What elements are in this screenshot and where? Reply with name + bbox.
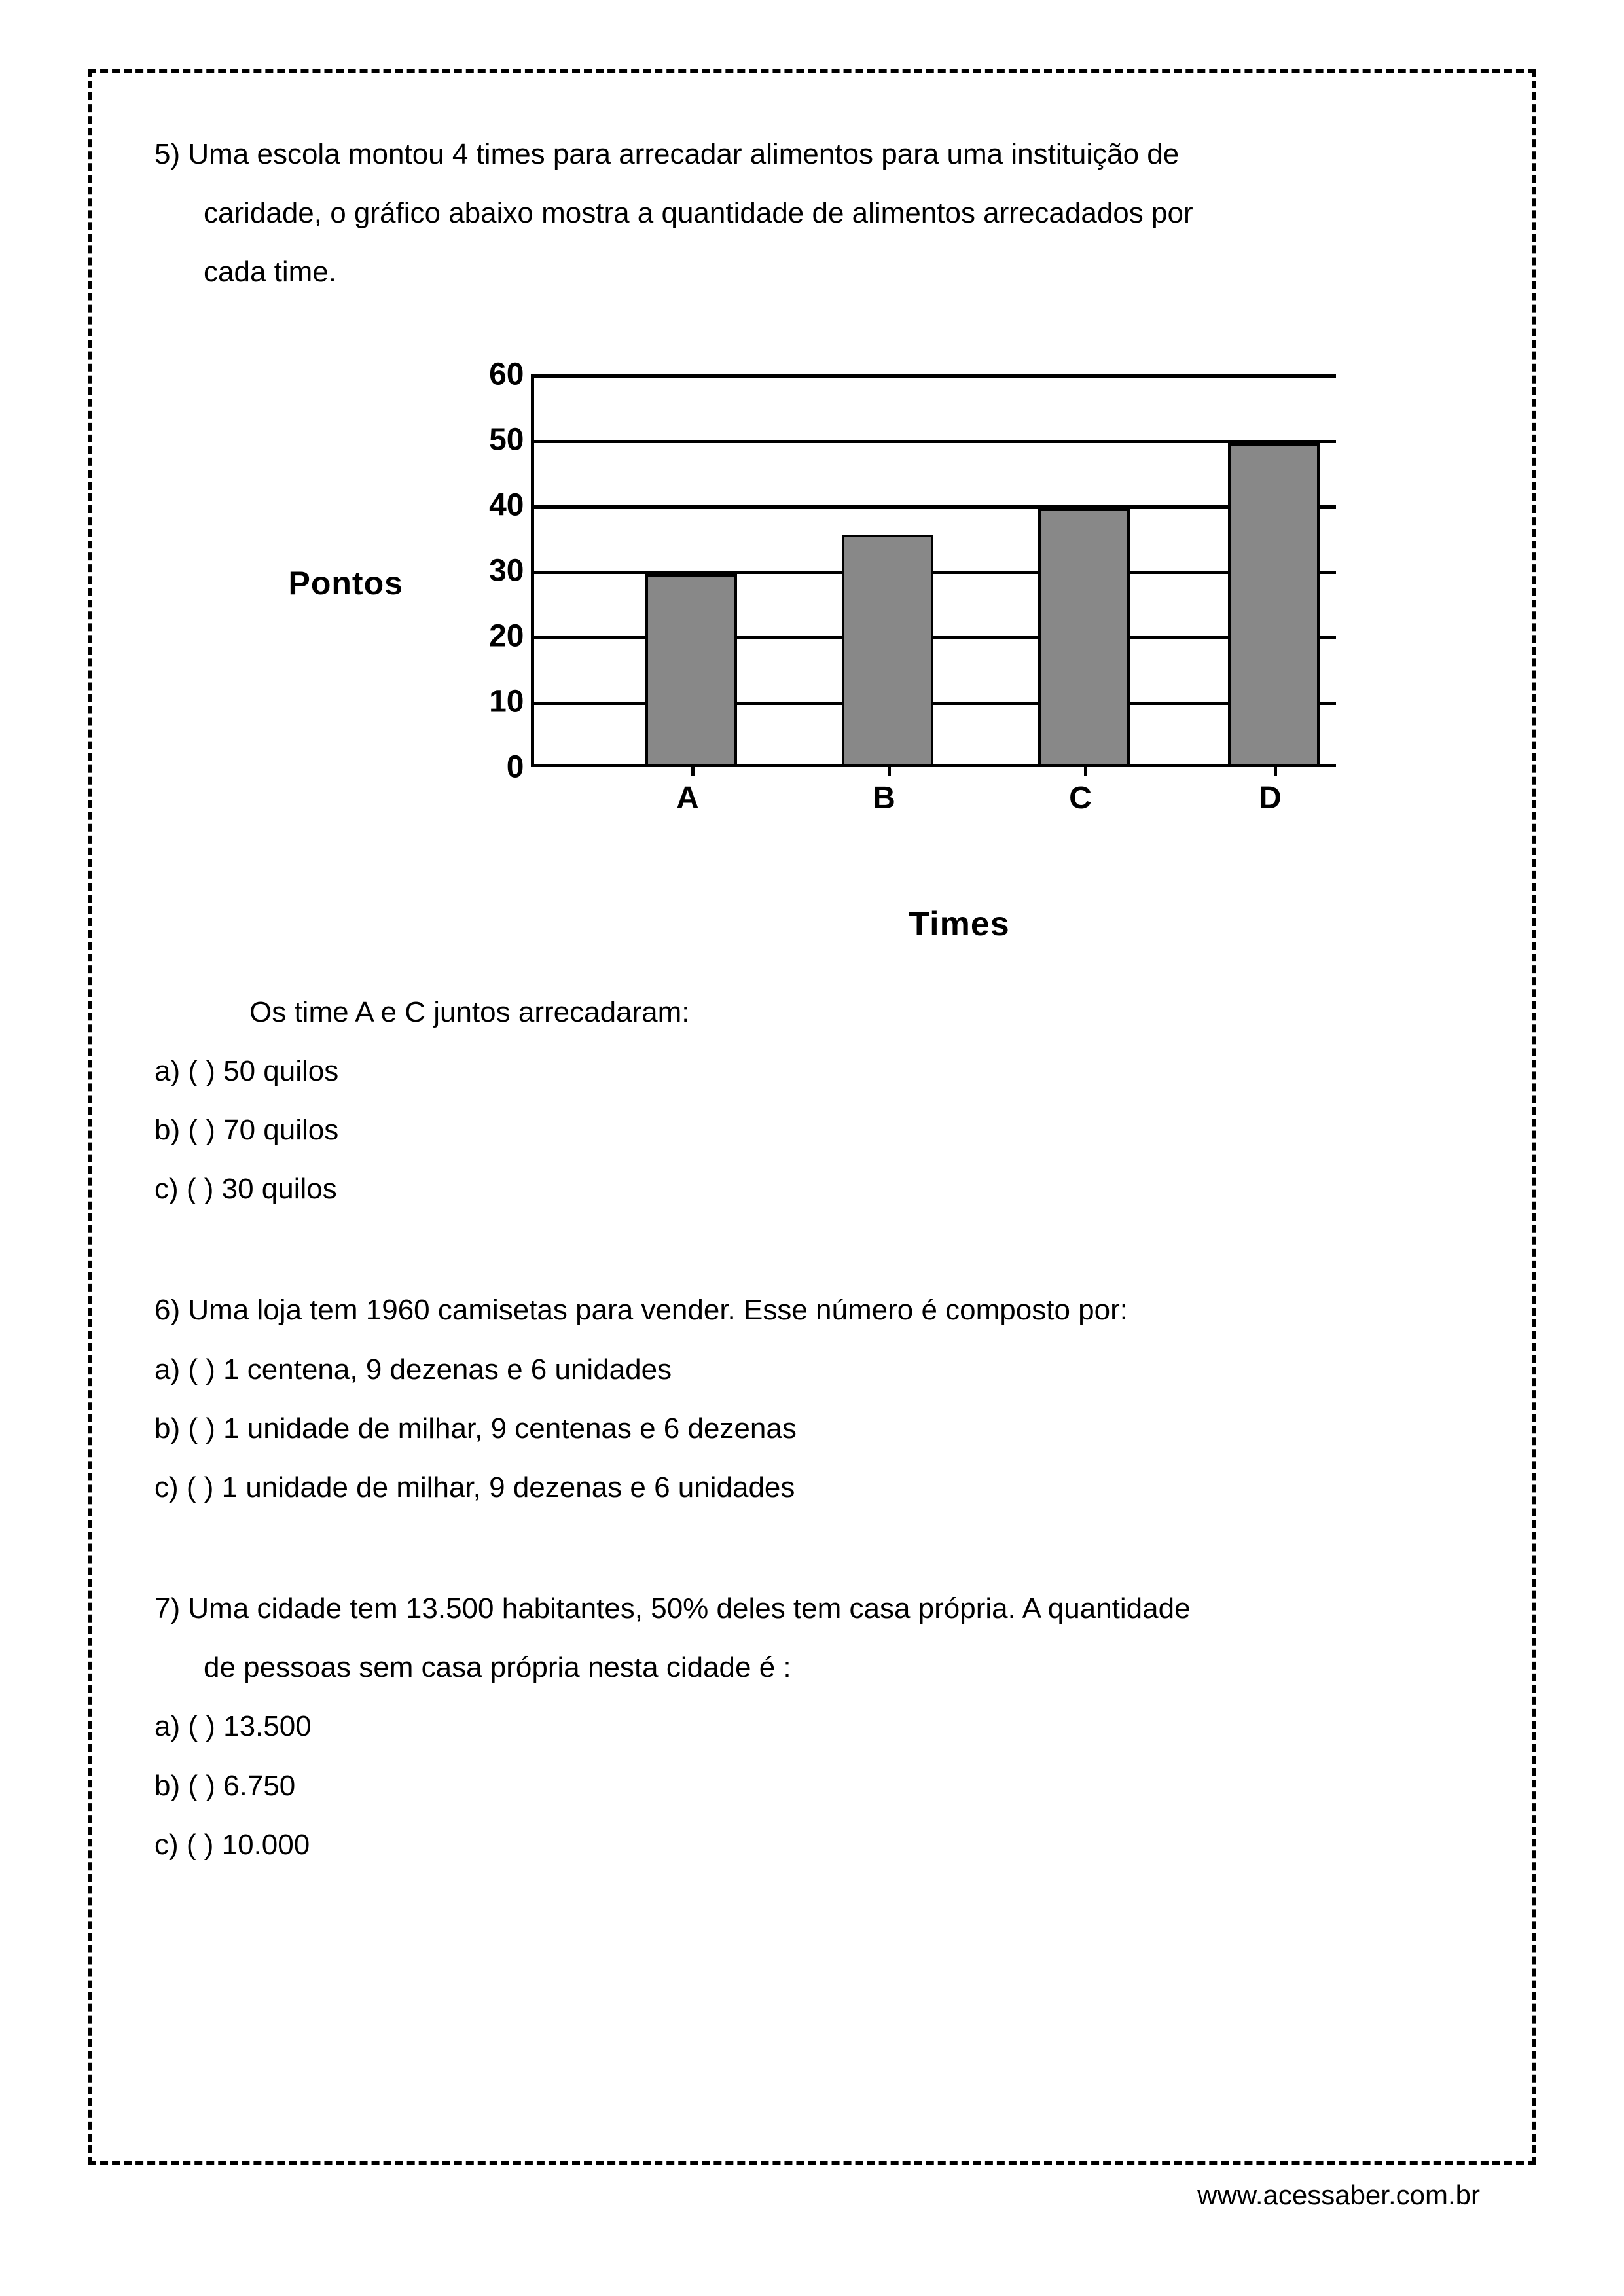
bar-chart: Pontos 0102030405060ABCD Times bbox=[289, 361, 1336, 944]
chart-y-tick-label: 10 bbox=[475, 683, 524, 719]
chart-x-tick-label: C bbox=[1069, 780, 1092, 816]
question-6-line1: 6) Uma loja tem 1960 camisetas para vend… bbox=[154, 1281, 1470, 1340]
question-7-line1: 7) Uma cidade tem 13.500 habitantes, 50%… bbox=[154, 1579, 1470, 1638]
chart-gridline bbox=[534, 440, 1336, 443]
question-7: 7) Uma cidade tem 13.500 habitantes, 50%… bbox=[154, 1579, 1470, 1874]
chart-gridline bbox=[534, 374, 1336, 378]
question-7-option-c[interactable]: c) ( ) 10.000 bbox=[154, 1816, 1470, 1874]
footer-url: www.acessaber.com.br bbox=[1197, 2179, 1480, 2211]
chart-x-tick bbox=[691, 764, 695, 776]
question-5-option-c[interactable]: c) ( ) 30 quilos bbox=[154, 1160, 1470, 1219]
question-6-options: a) ( ) 1 centena, 9 dezenas e 6 unidades… bbox=[154, 1340, 1470, 1518]
question-7-option-a[interactable]: a) ( ) 13.500 bbox=[154, 1697, 1470, 1756]
chart-x-tick-label: D bbox=[1259, 780, 1282, 816]
question-6-text: 6) Uma loja tem 1960 camisetas para vend… bbox=[154, 1281, 1470, 1340]
question-6-option-c[interactable]: c) ( ) 1 unidade de milhar, 9 dezenas e … bbox=[154, 1458, 1470, 1517]
chart-y-tick-label: 50 bbox=[475, 422, 524, 457]
question-5-option-b[interactable]: b) ( ) 70 quilos bbox=[154, 1101, 1470, 1160]
chart-bar bbox=[645, 574, 737, 764]
question-6: 6) Uma loja tem 1960 camisetas para vend… bbox=[154, 1281, 1470, 1517]
chart-x-tick bbox=[888, 764, 891, 776]
chart-y-axis-label: Pontos bbox=[289, 564, 403, 602]
page-border: 5) Uma escola montou 4 times para arreca… bbox=[88, 69, 1536, 2165]
question-7-option-b[interactable]: b) ( ) 6.750 bbox=[154, 1757, 1470, 1816]
chart-bar bbox=[1038, 509, 1130, 764]
question-5-option-a[interactable]: a) ( ) 50 quilos bbox=[154, 1042, 1470, 1101]
chart-y-tick-label: 40 bbox=[475, 487, 524, 523]
chart-y-tick-label: 60 bbox=[475, 356, 524, 392]
question-5-line3: cada time. bbox=[154, 243, 1470, 302]
question-5-subquestion: Os time A e C juntos arrecadaram: bbox=[154, 983, 1470, 1042]
chart-y-tick-label: 0 bbox=[475, 749, 524, 785]
chart-plot-area bbox=[531, 374, 1336, 767]
question-7-line2: de pessoas sem casa própria nesta cidade… bbox=[154, 1638, 1470, 1697]
question-6-option-b[interactable]: b) ( ) 1 unidade de milhar, 9 centenas e… bbox=[154, 1399, 1470, 1458]
chart-x-tick-label: B bbox=[873, 780, 895, 816]
chart-gridline bbox=[534, 505, 1336, 509]
question-7-text: 7) Uma cidade tem 13.500 habitantes, 50%… bbox=[154, 1579, 1470, 1697]
chart-area: 0102030405060ABCD bbox=[452, 361, 1336, 819]
chart-y-tick-label: 30 bbox=[475, 552, 524, 588]
question-5-line2: caridade, o gráfico abaixo mostra a quan… bbox=[154, 184, 1470, 243]
chart-x-axis-label: Times bbox=[583, 905, 1336, 944]
chart-x-tick bbox=[1274, 764, 1277, 776]
chart-x-tick bbox=[1084, 764, 1087, 776]
question-5-options: a) ( ) 50 quilos b) ( ) 70 quilos c) ( )… bbox=[154, 1042, 1470, 1219]
chart-bar bbox=[842, 535, 933, 764]
question-5-line1: 5) Uma escola montou 4 times para arreca… bbox=[154, 125, 1470, 184]
chart-x-tick-label: A bbox=[676, 780, 699, 816]
question-6-option-a[interactable]: a) ( ) 1 centena, 9 dezenas e 6 unidades bbox=[154, 1340, 1470, 1399]
question-5-text: 5) Uma escola montou 4 times para arreca… bbox=[154, 125, 1470, 302]
question-7-options: a) ( ) 13.500 b) ( ) 6.750 c) ( ) 10.000 bbox=[154, 1697, 1470, 1874]
question-5: 5) Uma escola montou 4 times para arreca… bbox=[154, 125, 1470, 1219]
chart-y-tick-label: 20 bbox=[475, 618, 524, 654]
chart-bar bbox=[1228, 443, 1320, 764]
